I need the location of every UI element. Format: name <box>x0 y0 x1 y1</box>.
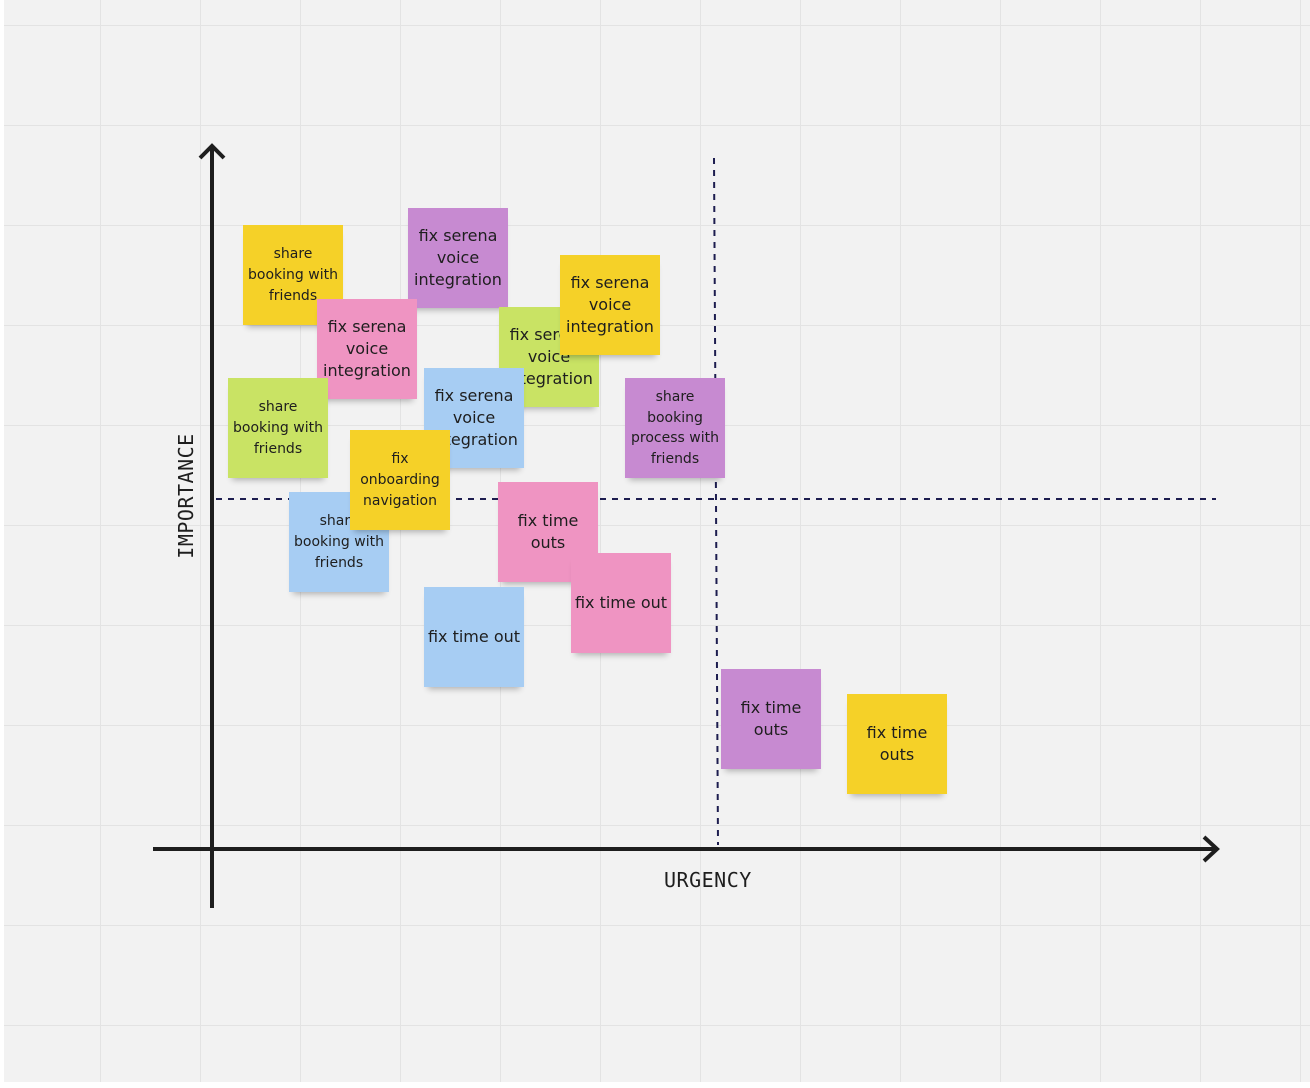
sticky-note[interactable]: fix time out <box>571 553 671 653</box>
y-axis-arrowhead <box>198 143 226 160</box>
sticky-note[interactable]: fix serena voice integration <box>408 208 508 308</box>
sticky-note[interactable]: fix time outs <box>721 669 821 769</box>
y-axis-label: IMPORTANCE <box>174 433 198 559</box>
sticky-note[interactable]: share booking process with friends <box>625 378 725 478</box>
sticky-note[interactable]: fix serena voice integration <box>317 299 417 399</box>
matrix-axes <box>153 143 1220 908</box>
sticky-note[interactable]: share booking with friends <box>228 378 328 478</box>
whiteboard-canvas[interactable]: URGENCY IMPORTANCE share booking with fr… <box>4 0 1310 1082</box>
x-axis-label: URGENCY <box>664 868 752 892</box>
sticky-note[interactable]: fix time out <box>424 587 524 687</box>
x-axis-arrowhead <box>1202 835 1220 863</box>
sticky-note[interactable]: fix serena voice integration <box>560 255 660 355</box>
sticky-note[interactable]: fix onboarding navigation <box>350 430 450 530</box>
sticky-note[interactable]: fix time outs <box>847 694 947 794</box>
sticky-note[interactable]: share booking with friends <box>243 225 343 325</box>
vertical-divider <box>713 157 719 846</box>
